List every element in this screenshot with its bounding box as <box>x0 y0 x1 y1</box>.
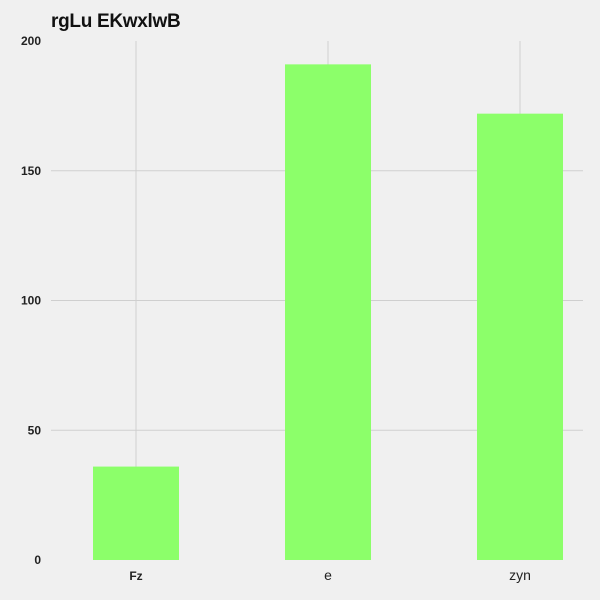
y-tick-label: 150 <box>21 164 41 178</box>
y-tick-label: 50 <box>28 423 42 437</box>
x-tick-label: e <box>324 567 332 583</box>
y-axis-ticks: 0 50 100 150 200 <box>21 34 41 567</box>
y-tick-label: 200 <box>21 34 41 48</box>
bar-zyn <box>477 113 563 560</box>
x-tick-label: Fz <box>129 569 142 583</box>
x-axis-ticks: Fz e zyn <box>129 567 531 583</box>
x-tick-label: zyn <box>509 567 531 583</box>
y-tick-label: 100 <box>21 294 41 308</box>
bar-series <box>93 64 563 560</box>
y-tick-label: 0 <box>34 553 41 567</box>
chart-title: rgLu EKwxlwB <box>51 11 181 32</box>
bar-e <box>285 64 371 560</box>
bar-Fz <box>93 466 179 560</box>
